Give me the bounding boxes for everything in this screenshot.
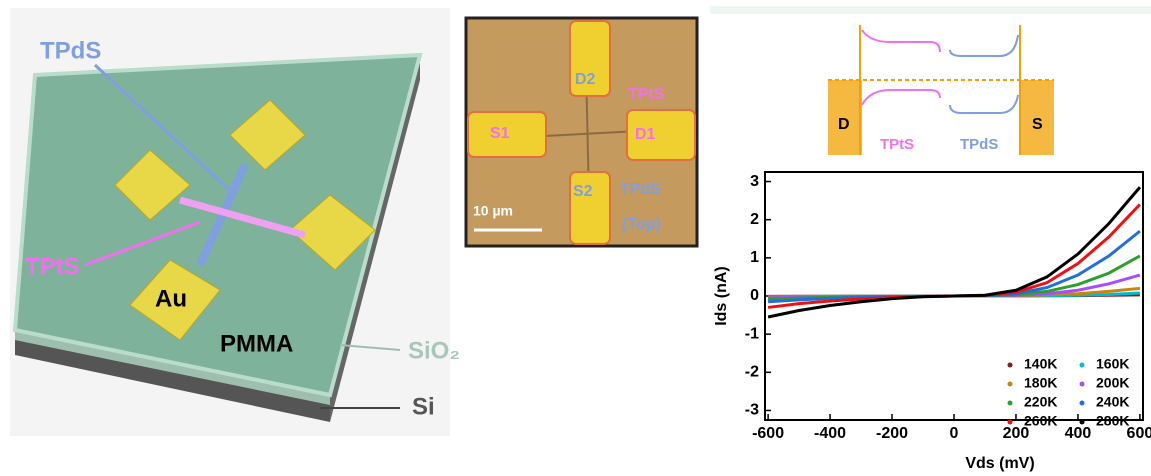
label: SiO₂: [408, 337, 460, 364]
legend-label: 180K: [1024, 375, 1057, 391]
x-tick-label: -200: [876, 425, 908, 442]
header-strip: [710, 6, 1151, 14]
legend-marker: [1008, 420, 1013, 425]
legend-marker: [1008, 401, 1013, 406]
legend-label: 240K: [1096, 394, 1129, 410]
series-line: [768, 231, 1140, 302]
x-tick-label: 600: [1127, 425, 1151, 442]
legend-label: 140K: [1024, 356, 1057, 372]
label: D2: [575, 71, 596, 88]
y-tick-label: 0: [750, 287, 759, 304]
label: TPtS: [880, 136, 914, 153]
label: TPtS: [25, 253, 80, 280]
band: [950, 35, 1018, 56]
y-tick-label: 1: [750, 249, 759, 266]
label: TPdS: [960, 136, 998, 153]
label: S1: [490, 125, 510, 142]
legend-marker: [1080, 401, 1085, 406]
label: S2: [573, 183, 593, 200]
legend-marker: [1080, 382, 1085, 387]
legend-marker: [1008, 382, 1013, 387]
label: 10 µm: [473, 203, 513, 219]
y-tick-label: -3: [745, 402, 759, 419]
x-tick-label: 0: [950, 425, 959, 442]
y-tick-label: -2: [745, 364, 759, 381]
y-tick-label: -1: [745, 325, 759, 342]
legend-label: 220K: [1024, 394, 1057, 410]
x-tick-label: -400: [814, 425, 846, 442]
label: TPdS: [40, 37, 101, 64]
x-tick-label: 400: [1065, 425, 1092, 442]
label: Au: [155, 285, 187, 312]
legend-marker: [1080, 363, 1085, 368]
label: Si: [412, 393, 435, 420]
label: D: [838, 116, 850, 133]
legend-label: 200K: [1096, 375, 1129, 391]
figure: TPdS TPtS Au PMMA SiO₂ Si D2 S1 D1 S2 TP…: [0, 0, 1151, 476]
legend-marker: [1008, 363, 1013, 368]
label: (Top): [622, 216, 661, 233]
legend-label: 160K: [1096, 356, 1129, 372]
label: D1: [635, 126, 656, 143]
y-axis-label: Ids (nA): [713, 266, 730, 326]
legend-label: 280K: [1096, 413, 1129, 429]
x-tick-label: -600: [752, 425, 784, 442]
y-tick-label: 2: [750, 211, 759, 228]
legend-label: 260K: [1024, 413, 1057, 429]
label: PMMA: [220, 330, 293, 357]
legend-marker: [1080, 420, 1085, 425]
label: TPtS: [628, 86, 665, 103]
label: S: [1032, 116, 1043, 133]
x-axis-label: Vds (mV): [965, 455, 1034, 472]
band: [950, 95, 1018, 113]
label: TPdS: [620, 181, 661, 198]
band: [862, 30, 940, 52]
band: [862, 90, 940, 105]
page: TPdS TPtS Au PMMA SiO₂ Si D2 S1 D1 S2 TP…: [0, 0, 1151, 476]
y-tick-label: 3: [750, 173, 759, 190]
